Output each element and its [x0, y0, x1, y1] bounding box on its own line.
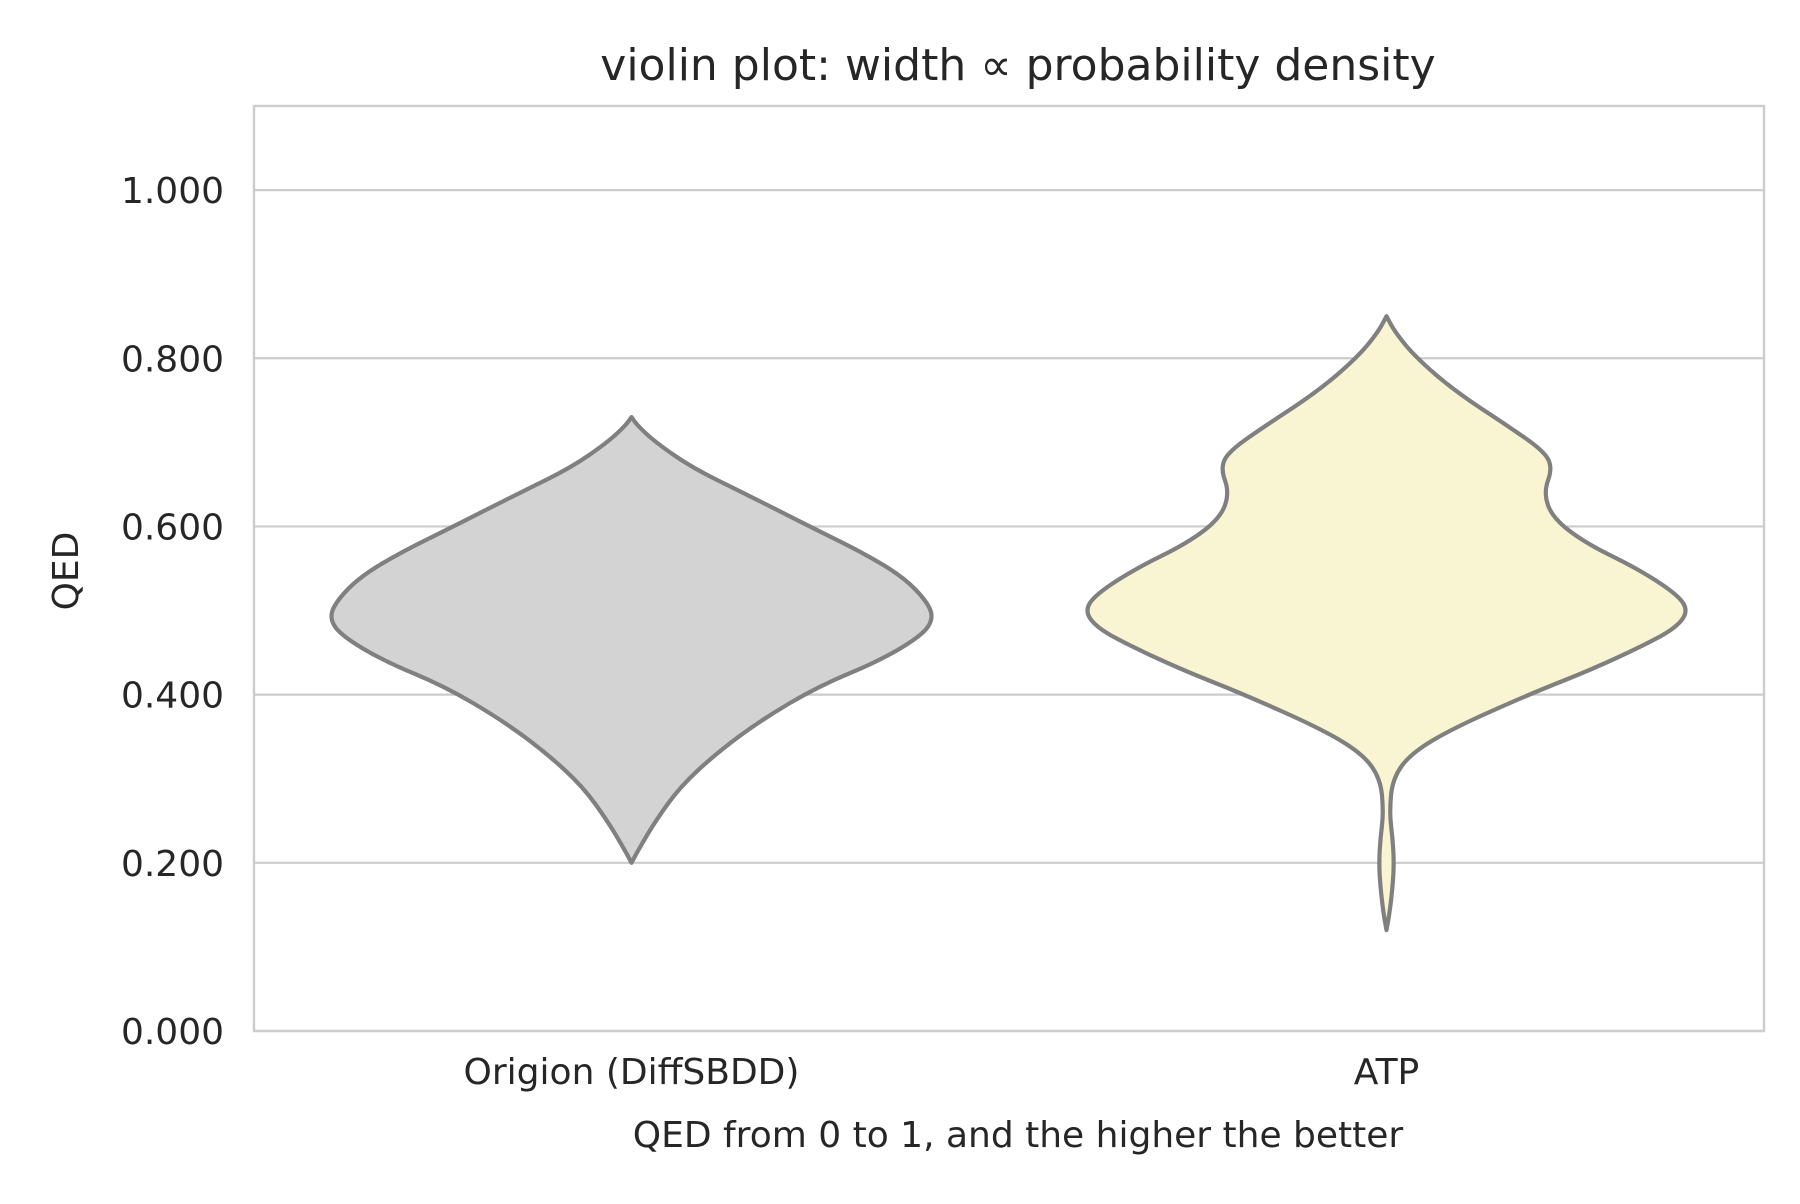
y-tick-label: 0.600: [121, 507, 224, 548]
y-tick-label: 0.000: [121, 1012, 224, 1053]
y-tick-label: 0.800: [121, 339, 224, 380]
y-tick-label: 0.200: [121, 844, 224, 885]
y-tick-label: 1.000: [121, 171, 224, 212]
y-axis-label: QED: [46, 532, 87, 611]
x-axis-label: QED from 0 to 1, and the higher the bett…: [633, 1115, 1404, 1156]
violin-atp[interactable]: [1085, 314, 1688, 933]
chart-title: violin plot: width ∝ probability density: [600, 40, 1435, 91]
y-tick-label: 0.400: [121, 676, 224, 717]
x-tick-label: ATP: [1354, 1052, 1420, 1093]
x-tick-label: Origion (DiffSBDD): [464, 1052, 800, 1093]
violin-origion-diffsbdd[interactable]: [329, 415, 934, 865]
